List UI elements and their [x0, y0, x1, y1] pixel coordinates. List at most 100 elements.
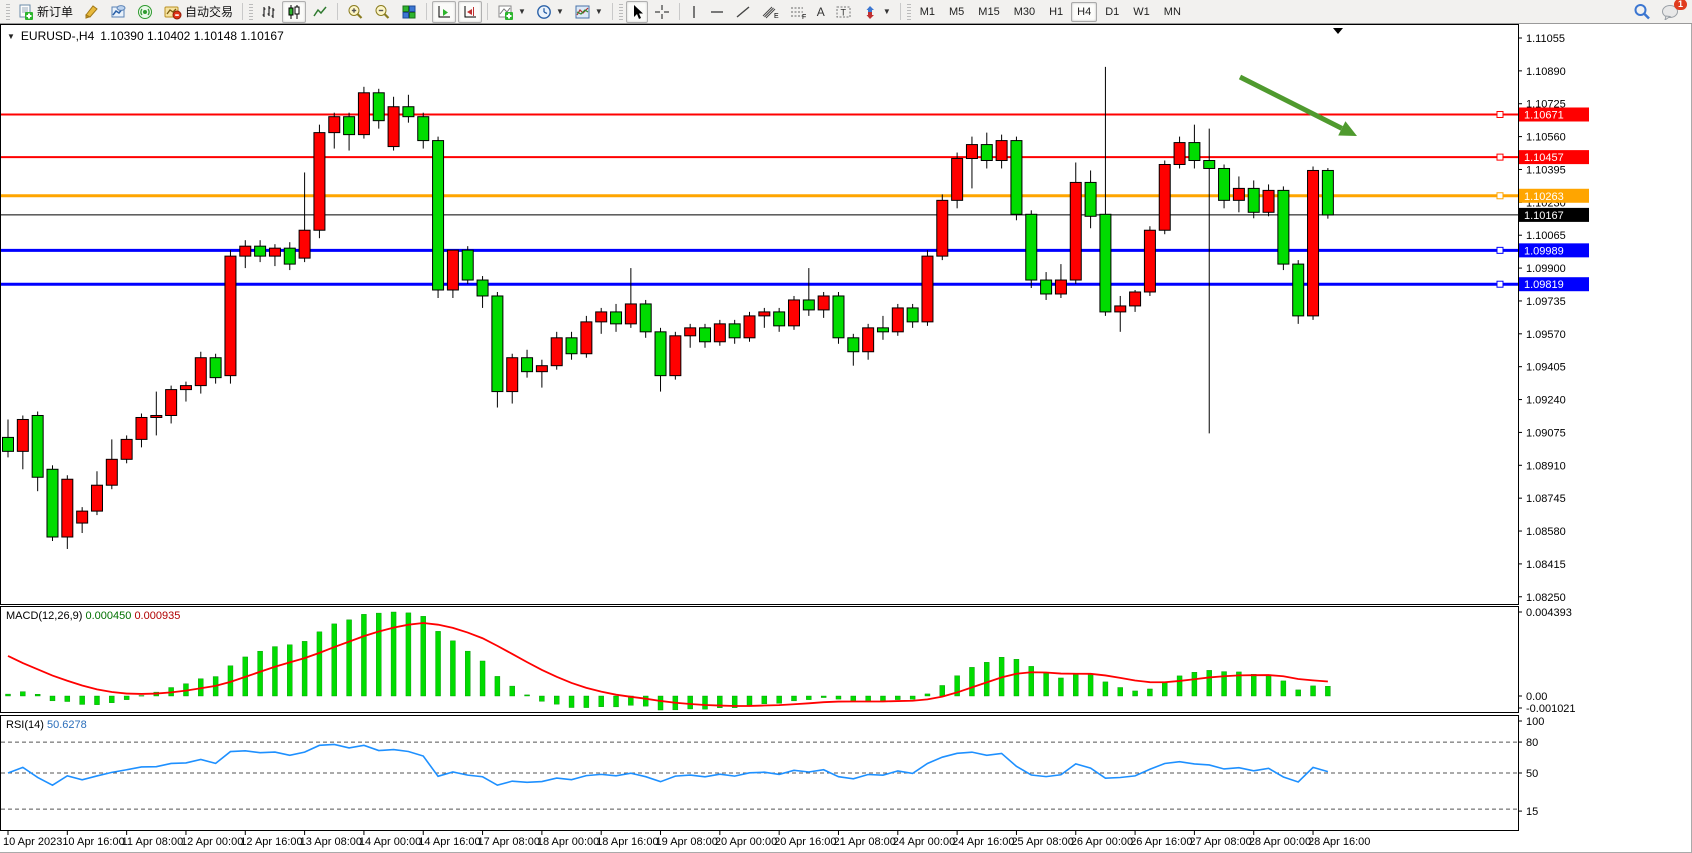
svg-text:1.10457: 1.10457 — [1524, 152, 1564, 164]
text-icon: A — [816, 4, 825, 19]
styler-button[interactable] — [79, 1, 104, 23]
search-icon[interactable] — [1633, 3, 1651, 20]
arrows-button[interactable]: ▼ — [859, 1, 895, 23]
profile-button[interactable] — [106, 1, 131, 23]
svg-text:1.08415: 1.08415 — [1526, 559, 1566, 571]
svg-text:12 Apr 00:00: 12 Apr 00:00 — [181, 836, 243, 848]
chart-window[interactable]: ▼ EURUSD-,H4 1.10390 1.10402 1.10148 1.1… — [0, 24, 1692, 853]
zoom-in-button[interactable] — [343, 1, 368, 23]
zoom-out-button[interactable] — [370, 1, 395, 23]
chart-collapse-icon[interactable]: ▼ — [7, 31, 15, 41]
horizontal-line-icon — [710, 10, 723, 13]
trendline-button[interactable] — [731, 1, 755, 23]
toolbar-separator — [426, 3, 428, 20]
chart-symbol-period: EURUSD-,H4 — [20, 29, 95, 43]
candle-chart-button[interactable] — [282, 0, 307, 23]
toolbar-grip[interactable] — [618, 3, 623, 20]
svg-text:18 Apr 16:00: 18 Apr 16:00 — [596, 836, 658, 848]
text-label-button[interactable]: T — [831, 1, 857, 23]
toolbar-separator — [899, 3, 901, 20]
indicators-button[interactable]: ▼ — [493, 1, 530, 23]
timeframe-m1[interactable]: M1 — [919, 5, 936, 18]
svg-text:F: F — [802, 14, 806, 20]
timeframe-m15[interactable]: M15 — [978, 5, 1000, 18]
svg-text:1.08580: 1.08580 — [1526, 526, 1566, 538]
bar-chart-button[interactable] — [256, 1, 280, 23]
main-toolbar: 新订单 自动交易 ▼ ▼ — [0, 0, 1692, 24]
svg-text:1.10671: 1.10671 — [1524, 109, 1564, 121]
toolbar-separator — [678, 3, 680, 20]
autotrading-icon — [164, 6, 182, 19]
horizontal-line-button[interactable] — [705, 1, 729, 23]
notifications-button[interactable]: 1 — [1661, 0, 1687, 20]
svg-text:12 Apr 16:00: 12 Apr 16:00 — [240, 836, 302, 848]
signal-icon — [138, 4, 153, 19]
svg-text:0.004393: 0.004393 — [1526, 607, 1572, 619]
svg-text:28 Apr 00:00: 28 Apr 00:00 — [1249, 836, 1311, 848]
chart-cloud-icon — [111, 4, 126, 17]
svg-text:1.11055: 1.11055 — [1526, 33, 1565, 45]
candlestick-chart-icon — [288, 4, 300, 19]
line-chart-button[interactable] — [308, 1, 332, 23]
svg-text:T: T — [840, 7, 846, 17]
auto-scroll-button[interactable] — [432, 0, 457, 23]
line-chart-icon — [313, 6, 327, 16]
text-label-icon: T — [836, 6, 851, 17]
channel-button[interactable]: E — [757, 1, 783, 23]
timeframe-h1[interactable]: H1 — [1049, 5, 1064, 18]
svg-text:100: 100 — [1526, 716, 1544, 728]
svg-text:0.00: 0.00 — [1526, 691, 1547, 703]
svg-text:1.10560: 1.10560 — [1526, 132, 1566, 144]
svg-text:21 Apr 08:00: 21 Apr 08:00 — [833, 836, 895, 848]
timeframe-m30[interactable]: M30 — [1013, 5, 1036, 18]
auto-scroll-icon — [438, 5, 451, 17]
periods-button[interactable]: ▼ — [532, 1, 568, 23]
svg-text:1.10395: 1.10395 — [1526, 164, 1566, 176]
crosshair-button[interactable] — [650, 1, 674, 23]
svg-text:28 Apr 16:00: 28 Apr 16:00 — [1308, 836, 1370, 848]
tile-windows-button[interactable] — [397, 1, 421, 23]
new-order-label: 新订单 — [37, 5, 74, 19]
toolbar-separator — [611, 3, 613, 20]
svg-text:1.08745: 1.08745 — [1526, 493, 1566, 505]
toolbar-grip[interactable] — [906, 3, 911, 20]
bar-chart-icon — [262, 5, 275, 18]
autotrading-label: 自动交易 — [185, 5, 234, 19]
svg-text:50: 50 — [1526, 768, 1538, 780]
fibonacci-button[interactable]: F — [785, 1, 811, 23]
svg-text:1.09075: 1.09075 — [1526, 427, 1566, 439]
chart-title: ▼ EURUSD-,H4 1.10390 1.10402 1.10148 1.1… — [7, 29, 284, 43]
zoom-out-icon — [375, 4, 390, 19]
svg-text:25 Apr 08:00: 25 Apr 08:00 — [1011, 836, 1073, 848]
vertical-line-icon — [693, 5, 695, 18]
equidistant-channel-icon: E — [762, 6, 779, 20]
svg-text:15: 15 — [1526, 806, 1538, 818]
svg-text:11 Apr 08:00: 11 Apr 08:00 — [122, 836, 184, 848]
dropdown-caret-icon: ▼ — [594, 7, 603, 16]
svg-text:1.08250: 1.08250 — [1526, 592, 1566, 604]
chart-shift-button[interactable] — [458, 0, 483, 23]
timeframe-d1[interactable]: D1 — [1105, 5, 1120, 18]
new-order-button[interactable]: 新订单 — [13, 1, 77, 23]
vertical-line-button[interactable] — [685, 1, 703, 23]
toolbar-separator — [337, 3, 339, 20]
timeframe-mn[interactable]: MN — [1163, 5, 1181, 18]
toolbar-grip[interactable] — [249, 3, 254, 20]
price-chart-canvas[interactable]: 1.110551.108901.107251.105601.103951.102… — [0, 24, 1692, 853]
svg-text:80: 80 — [1526, 737, 1538, 749]
timeframe-h4[interactable]: H4 — [1071, 1, 1098, 22]
svg-text:1.09240: 1.09240 — [1526, 395, 1566, 407]
svg-text:20 Apr 00:00: 20 Apr 00:00 — [715, 836, 777, 848]
signals-button[interactable] — [133, 1, 158, 23]
svg-text:26 Apr 16:00: 26 Apr 16:00 — [1130, 836, 1192, 848]
autotrading-button[interactable]: 自动交易 — [160, 1, 237, 23]
svg-text:10 Apr 2023: 10 Apr 2023 — [3, 836, 62, 848]
chart-ohlc-values: 1.10390 1.10402 1.10148 1.10167 — [100, 29, 284, 43]
toolbar-grip[interactable] — [6, 3, 10, 20]
text-button[interactable]: A — [813, 1, 829, 23]
templates-button[interactable]: ▼ — [570, 1, 607, 23]
crosshair-icon — [654, 4, 669, 19]
cursor-button[interactable] — [625, 0, 648, 23]
timeframe-m5[interactable]: M5 — [949, 5, 965, 18]
timeframe-w1[interactable]: W1 — [1133, 5, 1150, 18]
